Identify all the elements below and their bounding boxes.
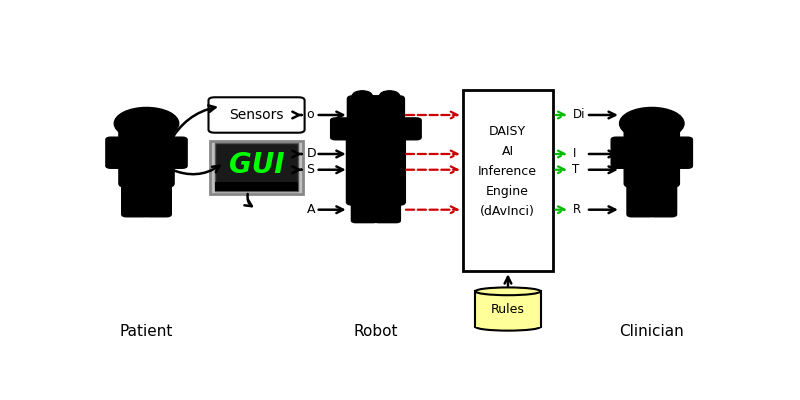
FancyBboxPatch shape xyxy=(347,96,405,124)
FancyBboxPatch shape xyxy=(106,137,130,168)
FancyBboxPatch shape xyxy=(624,126,679,187)
Text: D: D xyxy=(306,148,316,160)
FancyBboxPatch shape xyxy=(214,144,298,191)
FancyBboxPatch shape xyxy=(351,200,378,223)
FancyBboxPatch shape xyxy=(214,182,298,191)
FancyBboxPatch shape xyxy=(650,181,677,217)
FancyBboxPatch shape xyxy=(396,118,421,140)
FancyBboxPatch shape xyxy=(611,137,634,168)
FancyBboxPatch shape xyxy=(119,126,174,187)
FancyBboxPatch shape xyxy=(374,200,400,223)
Text: Sensors: Sensors xyxy=(230,108,284,122)
FancyBboxPatch shape xyxy=(144,181,171,217)
Text: o: o xyxy=(306,108,314,122)
Text: Patient: Patient xyxy=(120,324,173,339)
FancyBboxPatch shape xyxy=(209,97,305,133)
Text: A: A xyxy=(306,203,315,216)
Text: GUI: GUI xyxy=(229,151,284,179)
Circle shape xyxy=(352,91,372,101)
Text: I: I xyxy=(573,148,576,160)
Ellipse shape xyxy=(475,323,541,331)
Text: S: S xyxy=(306,163,314,176)
Circle shape xyxy=(619,108,684,140)
Ellipse shape xyxy=(475,288,541,295)
Circle shape xyxy=(114,108,178,140)
Text: T: T xyxy=(573,163,580,176)
FancyBboxPatch shape xyxy=(462,90,553,271)
Circle shape xyxy=(380,91,399,101)
Bar xyxy=(475,291,541,327)
Text: Rules: Rules xyxy=(491,302,525,316)
FancyBboxPatch shape xyxy=(163,137,187,168)
FancyBboxPatch shape xyxy=(210,141,303,194)
Text: DAISY
AI
Inference
Engine
(dAvInci): DAISY AI Inference Engine (dAvInci) xyxy=(478,125,537,218)
Text: R: R xyxy=(573,203,581,216)
FancyBboxPatch shape xyxy=(346,124,406,205)
FancyBboxPatch shape xyxy=(122,181,149,217)
Text: Di: Di xyxy=(573,108,585,122)
Text: Robot: Robot xyxy=(354,324,398,339)
Text: Clinician: Clinician xyxy=(619,324,684,339)
FancyBboxPatch shape xyxy=(627,181,654,217)
FancyBboxPatch shape xyxy=(330,118,356,140)
FancyBboxPatch shape xyxy=(669,137,693,168)
